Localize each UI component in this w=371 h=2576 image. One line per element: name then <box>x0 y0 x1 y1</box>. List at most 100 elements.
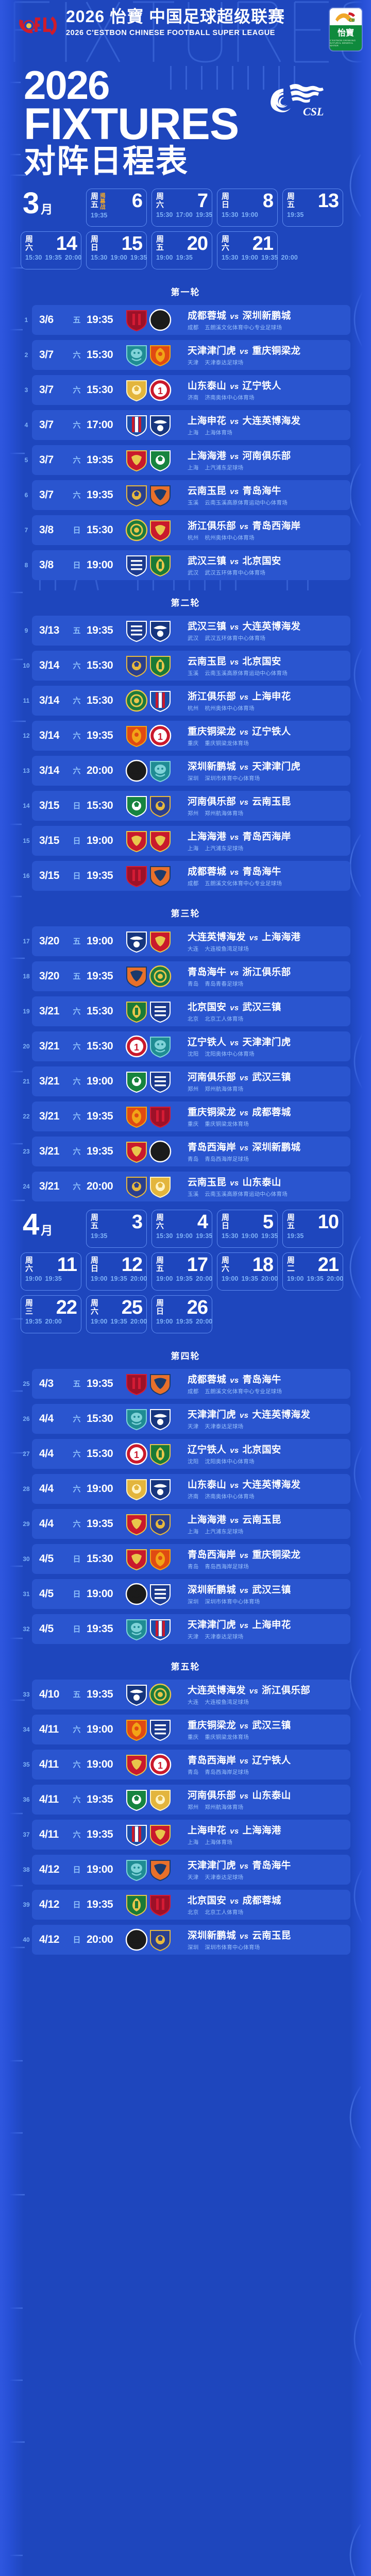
match-row[interactable]: 35 4/11 六 19:00 1 青岛西海岸 vs 辽宁铁人 青岛 青岛西海岸足球场 <box>21 1749 350 1780</box>
match-row[interactable]: 22 3/21 六 19:35 重庆铜梁龙 vs 成都蓉城 重庆 重庆铜梁龙体育场 <box>21 1101 350 1131</box>
match-row[interactable]: 15 3/15 日 19:00 上海海港 vs 青岛西海岸 上海 上汽浦东足球场 <box>21 825 350 856</box>
calendar-day-4-3[interactable]: 周五 3 19:35 <box>86 1209 147 1248</box>
match-card[interactable]: 4/10 五 19:35 大连英博海发 vs 浙江俱乐部 大连 大连梭鱼湾足球场 <box>32 1679 350 1709</box>
match-row[interactable]: 30 4/5 日 15:30 青岛西海岸 vs 重庆铜梁龙 青岛 青岛西海岸足球场 <box>21 1544 350 1574</box>
match-card[interactable]: 4/11 六 19:35 河南俱乐部 vs 山东泰山 郑州 郑州航海体育场 <box>32 1784 350 1815</box>
match-card[interactable]: 3/7 六 19:35 上海海港 vs 河南俱乐部 上海 上汽浦东足球场 <box>32 445 350 475</box>
match-row[interactable]: 21 3/21 六 19:00 河南俱乐部 vs 武汉三镇 郑州 郑州航海体育场 <box>21 1066 350 1096</box>
match-card[interactable]: 4/11 六 19:00 1 青岛西海岸 vs 辽宁铁人 青岛 青岛西海岸足球场 <box>32 1749 350 1780</box>
match-card[interactable]: 3/7 六 19:35 云南玉昆 vs 青岛海牛 玉溪 云南玉溪高原体育运动中心体育场 <box>32 480 350 510</box>
match-card[interactable]: 3/8 日 19:00 武汉三镇 vs 北京国安 武汉 武汉五环体育中心体育场 <box>32 550 350 580</box>
match-row[interactable]: 14 3/15 日 15:30 河南俱乐部 vs 云南玉昆 郑州 郑州航海体育场 <box>21 790 350 821</box>
calendar-day-4-5[interactable]: 周日 5 15:30 19:00 19:35 <box>217 1209 278 1248</box>
match-card[interactable]: 4/3 五 19:35 成都蓉城 vs 青岛海牛 成都 五朗溪文化体育中心专业足球场 <box>32 1368 350 1399</box>
match-row[interactable]: 10 3/14 六 15:30 云南玉昆 vs 北京国安 玉溪 云南玉溪高原体育运动中… <box>21 650 350 681</box>
match-card[interactable]: 3/14 六 19:35 1 重庆铜梁龙 vs 辽宁铁人 重庆 重庆铜梁龙体育场 <box>32 720 350 751</box>
calendar-day-4-11[interactable]: 周六 11 19:00 19:35 <box>21 1252 81 1291</box>
match-row[interactable]: 26 4/4 六 15:30 天津津门虎 vs 大连英博海发 天津 天津泰达足球场 <box>21 1403 350 1434</box>
match-row[interactable]: 27 4/4 六 15:30 1 辽宁铁人 vs 北京国安 沈阳 沈阳奥体中心体育场 <box>21 1438 350 1469</box>
calendar-day-4-10[interactable]: 周五 10 19:35 <box>282 1209 343 1248</box>
match-row[interactable]: 7 3/8 日 15:30 浙江俱乐部 vs 青岛西海岸 杭州 杭州奥体中心体育场 <box>21 515 350 545</box>
calendar-day-3-14[interactable]: 周六 14 15:30 19:35 20:00 <box>21 231 81 269</box>
match-row[interactable]: 13 3/14 六 20:00 深圳新鹏城 vs 天津津门虎 深圳 深圳市体育中心体育… <box>21 755 350 786</box>
match-card[interactable]: 4/4 六 15:30 1 辽宁铁人 vs 北京国安 沈阳 沈阳奥体中心体育场 <box>32 1438 350 1469</box>
calendar-day-4-12[interactable]: 周日 12 19:00 19:35 20:00 <box>86 1252 147 1291</box>
calendar-day-4-22[interactable]: 周三 22 19:35 20:00 <box>21 1295 81 1333</box>
match-row[interactable]: 11 3/14 六 15:30 浙江俱乐部 vs 上海申花 杭州 杭州奥体中心体育场 <box>21 685 350 716</box>
match-card[interactable]: 3/8 日 15:30 浙江俱乐部 vs 青岛西海岸 杭州 杭州奥体中心体育场 <box>32 515 350 545</box>
match-row[interactable]: 3 3/7 六 15:30 1 山东泰山 vs 辽宁铁人 济南 济南奥体中心体育场 <box>21 375 350 405</box>
match-card[interactable]: 3/14 六 15:30 浙江俱乐部 vs 上海申花 杭州 杭州奥体中心体育场 <box>32 685 350 716</box>
match-card[interactable]: 3/20 五 19:00 大连英博海发 vs 上海海港 大连 大连梭鱼湾足球场 <box>32 926 350 956</box>
match-card[interactable]: 4/12 日 20:00 深圳新鹏城 vs 云南玉昆 深圳 深圳市体育中心体育场 <box>32 1924 350 1955</box>
match-row[interactable]: 20 3/21 六 15:30 1 辽宁铁人 vs 天津津门虎 沈阳 沈阳奥体中心体育… <box>21 1031 350 1061</box>
match-row[interactable]: 24 3/21 六 20:00 云南玉昆 vs 山东泰山 玉溪 云南玉溪高原体育运动中… <box>21 1171 350 1201</box>
match-row[interactable]: 31 4/5 日 19:00 深圳新鹏城 vs 武汉三镇 深圳 深圳市体育中心体育场 <box>21 1579 350 1609</box>
match-card[interactable]: 4/12 日 19:00 天津津门虎 vs 青岛海牛 天津 天津泰达足球场 <box>32 1854 350 1885</box>
match-card[interactable]: 3/13 五 19:35 武汉三镇 vs 大连英博海发 武汉 武汉五环体育中心体育场 <box>32 615 350 646</box>
match-row[interactable]: 8 3/8 日 19:00 武汉三镇 vs 北京国安 武汉 武汉五环体育中心体育场 <box>21 550 350 580</box>
calendar-day-4-18[interactable]: 周六 18 19:00 19:35 20:00 <box>217 1252 278 1291</box>
match-card[interactable]: 4/4 六 19:00 山东泰山 vs 大连英博海发 济南 济南奥体中心体育场 <box>32 1473 350 1504</box>
calendar-day-3-20[interactable]: 周五 20 19:00 19:35 <box>151 231 212 269</box>
match-card[interactable]: 4/5 日 19:35 天津津门虎 vs 上海申花 天津 天津泰达足球场 <box>32 1614 350 1644</box>
calendar-day-4-25[interactable]: 周六 25 19:00 19:35 20:00 <box>86 1295 147 1333</box>
match-card[interactable]: 3/6 五 19:35 成都蓉城 vs 深圳新鹏城 成都 五朗溪文化体育中心专业足球场 <box>32 304 350 335</box>
match-card[interactable]: 3/21 六 15:30 北京国安 vs 武汉三镇 北京 北京工人体育场 <box>32 996 350 1026</box>
calendar-day-4-17[interactable]: 周五 17 19:00 19:35 20:00 <box>151 1252 212 1291</box>
match-row[interactable]: 25 4/3 五 19:35 成都蓉城 vs 青岛海牛 成都 五朗溪文化体育中心专业足… <box>21 1368 350 1399</box>
calendar-day-3-15[interactable]: 周日 15 15:30 19:00 19:35 <box>86 231 147 269</box>
match-card[interactable]: 4/5 日 15:30 青岛西海岸 vs 重庆铜梁龙 青岛 青岛西海岸足球场 <box>32 1544 350 1574</box>
calendar-day-4-4[interactable]: 周六 4 15:30 19:00 19:35 <box>151 1209 212 1248</box>
match-row[interactable]: 2 3/7 六 15:30 天津津门虎 vs 重庆铜梁龙 天津 天津泰达足球场 <box>21 340 350 370</box>
match-row[interactable]: 32 4/5 日 19:35 天津津门虎 vs 上海申花 天津 天津泰达足球场 <box>21 1614 350 1644</box>
match-row[interactable]: 1 3/6 五 19:35 成都蓉城 vs 深圳新鹏城 成都 五朗溪文化体育中心专业足… <box>21 304 350 335</box>
match-card[interactable]: 3/15 日 15:30 河南俱乐部 vs 云南玉昆 郑州 郑州航海体育场 <box>32 790 350 821</box>
match-card[interactable]: 3/21 六 19:35 重庆铜梁龙 vs 成都蓉城 重庆 重庆铜梁龙体育场 <box>32 1101 350 1131</box>
match-row[interactable]: 34 4/11 六 19:00 重庆铜梁龙 vs 武汉三镇 重庆 重庆铜梁龙体育场 <box>21 1714 350 1744</box>
match-row[interactable]: 16 3/15 日 19:35 成都蓉城 vs 青岛海牛 成都 五朗溪文化体育中心专业… <box>21 860 350 891</box>
match-card[interactable]: 4/4 六 19:35 上海海港 vs 云南玉昆 上海 上汽浦东足球场 <box>32 1509 350 1539</box>
match-row[interactable]: 9 3/13 五 19:35 武汉三镇 vs 大连英博海发 武汉 武汉五环体育中心体育… <box>21 615 350 646</box>
match-row[interactable]: 12 3/14 六 19:35 1 重庆铜梁龙 vs 辽宁铁人 重庆 重庆铜梁龙体育场 <box>21 720 350 751</box>
match-row[interactable]: 23 3/21 六 19:35 青岛西海岸 vs 深圳新鹏城 青岛 青岛西海岸足球场 <box>21 1136 350 1166</box>
match-card[interactable]: 3/21 六 19:35 青岛西海岸 vs 深圳新鹏城 青岛 青岛西海岸足球场 <box>32 1136 350 1166</box>
match-row[interactable]: 5 3/7 六 19:35 上海海港 vs 河南俱乐部 上海 上汽浦东足球场 <box>21 445 350 475</box>
match-card[interactable]: 4/12 日 19:35 北京国安 vs 成都蓉城 北京 北京工人体育场 <box>32 1889 350 1920</box>
match-row[interactable]: 18 3/20 五 19:35 青岛海牛 vs 浙江俱乐部 青岛 青岛青春足球场 <box>21 961 350 991</box>
match-card[interactable]: 4/5 日 19:00 深圳新鹏城 vs 武汉三镇 深圳 深圳市体育中心体育场 <box>32 1579 350 1609</box>
match-row[interactable]: 33 4/10 五 19:35 大连英博海发 vs 浙江俱乐部 大连 大连梭鱼湾足球场 <box>21 1679 350 1709</box>
calendar-day-3-7[interactable]: 周六 7 15:30 17:00 19:35 <box>151 188 212 227</box>
calendar-day-3-6[interactable]: 周五 揭幕战 6 19:35 <box>86 188 147 227</box>
match-card[interactable]: 3/15 日 19:00 上海海港 vs 青岛西海岸 上海 上汽浦东足球场 <box>32 825 350 856</box>
match-row[interactable]: 4 3/7 六 17:00 上海申花 vs 大连英博海发 上海 上海体育场 <box>21 410 350 440</box>
match-card[interactable]: 3/21 六 15:30 1 辽宁铁人 vs 天津津门虎 沈阳 沈阳奥体中心体育场 <box>32 1031 350 1061</box>
match-card[interactable]: 4/11 六 19:35 上海申花 vs 上海海港 上海 上海体育场 <box>32 1819 350 1850</box>
match-row[interactable]: 28 4/4 六 19:00 山东泰山 vs 大连英博海发 济南 济南奥体中心体育场 <box>21 1473 350 1504</box>
calendar-day-3-13[interactable]: 周五 13 19:35 <box>282 188 343 227</box>
match-row[interactable]: 17 3/20 五 19:00 大连英博海发 vs 上海海港 大连 大连梭鱼湾足球场 <box>21 926 350 956</box>
match-card[interactable]: 3/21 六 20:00 云南玉昆 vs 山东泰山 玉溪 云南玉溪高原体育运动中心体育… <box>32 1171 350 1201</box>
match-card[interactable]: 3/14 六 15:30 云南玉昆 vs 北京国安 玉溪 云南玉溪高原体育运动中心体育… <box>32 650 350 681</box>
match-row[interactable]: 38 4/12 日 19:00 天津津门虎 vs 青岛海牛 天津 天津泰达足球场 <box>21 1854 350 1885</box>
match-row[interactable]: 39 4/12 日 19:35 北京国安 vs 成都蓉城 北京 北京工人体育场 <box>21 1889 350 1920</box>
match-row[interactable]: 19 3/21 六 15:30 北京国安 vs 武汉三镇 北京 北京工人体育场 <box>21 996 350 1026</box>
match-card[interactable]: 3/20 五 19:35 青岛海牛 vs 浙江俱乐部 青岛 青岛青春足球场 <box>32 961 350 991</box>
match-card[interactable]: 4/4 六 15:30 天津津门虎 vs 大连英博海发 天津 天津泰达足球场 <box>32 1403 350 1434</box>
match-row[interactable]: 36 4/11 六 19:35 河南俱乐部 vs 山东泰山 郑州 郑州航海体育场 <box>21 1784 350 1815</box>
match-card[interactable]: 3/14 六 20:00 深圳新鹏城 vs 天津津门虎 深圳 深圳市体育中心体育场 <box>32 755 350 786</box>
calendar-day-4-26[interactable]: 周日 26 19:00 19:35 20:00 <box>151 1295 212 1333</box>
match-card[interactable]: 3/21 六 19:00 河南俱乐部 vs 武汉三镇 郑州 郑州航海体育场 <box>32 1066 350 1096</box>
match-row[interactable]: 6 3/7 六 19:35 云南玉昆 vs 青岛海牛 玉溪 云南玉溪高原体育运动中心体… <box>21 480 350 510</box>
match-card[interactable]: 3/15 日 19:35 成都蓉城 vs 青岛海牛 成都 五朗溪文化体育中心专业足球场 <box>32 860 350 891</box>
match-row[interactable]: 37 4/11 六 19:35 上海申花 vs 上海海港 上海 上海体育场 <box>21 1819 350 1850</box>
match-card[interactable]: 4/11 六 19:00 重庆铜梁龙 vs 武汉三镇 重庆 重庆铜梁龙体育场 <box>32 1714 350 1744</box>
calendar-day-3-8[interactable]: 周日 8 15:30 19:00 <box>217 188 278 227</box>
match-card[interactable]: 3/7 六 17:00 上海申花 vs 大连英博海发 上海 上海体育场 <box>32 410 350 440</box>
match-row[interactable]: 29 4/4 六 19:35 上海海港 vs 云南玉昆 上海 上汽浦东足球场 <box>21 1509 350 1539</box>
match-card[interactable]: 3/7 六 15:30 天津津门虎 vs 重庆铜梁龙 天津 天津泰达足球场 <box>32 340 350 370</box>
calendar-day-3-21[interactable]: 周六 21 15:30 19:00 19:35 20:00 <box>217 231 298 269</box>
calendar-day-4-21[interactable]: 周二 21 19:00 19:35 20:00 <box>282 1252 343 1291</box>
match-row[interactable]: 40 4/12 日 20:00 深圳新鹏城 vs 云南玉昆 深圳 深圳市体育中心体育场 <box>21 1924 350 1955</box>
match-card[interactable]: 3/7 六 15:30 1 山东泰山 vs 辽宁铁人 济南 济南奥体中心体育场 <box>32 375 350 405</box>
